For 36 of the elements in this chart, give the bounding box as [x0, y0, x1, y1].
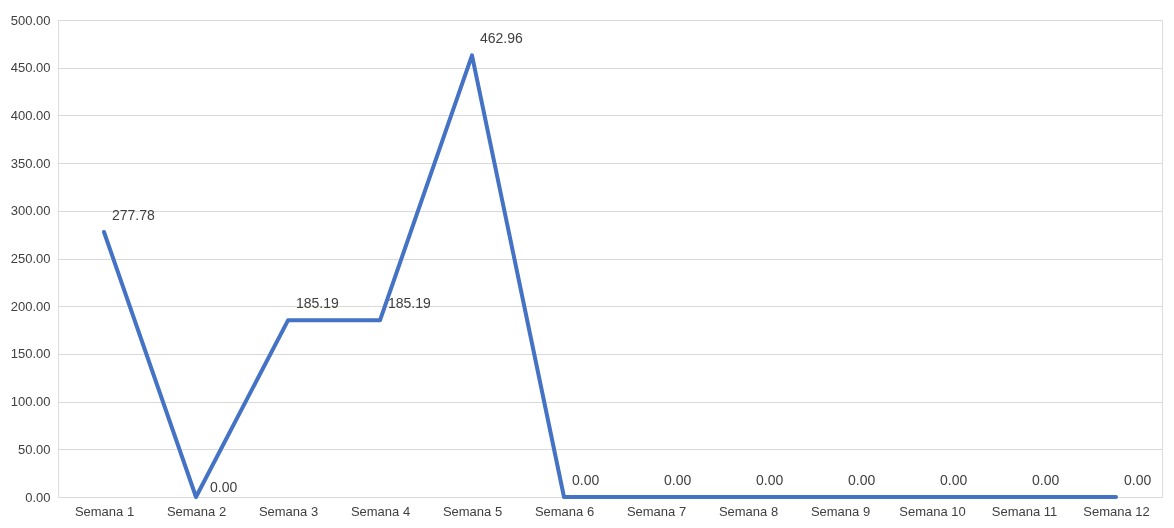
x-tick-label: Semana 2 — [166, 503, 227, 519]
data-label: 462.96 — [480, 30, 524, 47]
data-label: 0.00 — [210, 479, 238, 495]
line-series — [102, 53, 1118, 499]
y-tick-label: 250.00 — [10, 251, 51, 266]
x-tick-label: Semana 10 — [899, 503, 966, 519]
y-tick-label: 100.00 — [10, 394, 51, 410]
data-label: 0.00 — [572, 472, 600, 488]
y-tick-label: 350.00 — [10, 155, 51, 171]
y-tick-label: 50.00 — [17, 441, 51, 457]
data-label: 0.00 — [1032, 472, 1060, 488]
x-tick-label: Semana 3 — [258, 503, 319, 519]
data-label: 185.19 — [388, 295, 432, 312]
x-tick-label: Semana 12 — [1083, 503, 1150, 519]
y-tick-label: 450.00 — [10, 60, 51, 76]
data-label: 0.00 — [1124, 472, 1152, 488]
y-tick-label: 300.00 — [10, 203, 51, 219]
x-tick-label: Semana 4 — [350, 503, 411, 519]
y-tick-label: 0.00 — [25, 489, 51, 505]
x-tick-label: Semana 6 — [534, 503, 595, 519]
x-tick-label: Semana 8 — [718, 503, 779, 519]
x-tick-label: Semana 5 — [442, 503, 503, 519]
x-tick-label: Semana 7 — [626, 503, 687, 519]
data-label: 0.00 — [940, 472, 968, 488]
data-label: 0.00 — [848, 472, 876, 488]
data-label: 0.00 — [664, 472, 692, 488]
data-label: 0.00 — [756, 472, 784, 488]
y-tick-label: 400.00 — [10, 107, 51, 123]
x-tick-label: Semana 1 — [74, 503, 135, 519]
x-tick-label: Semana 11 — [991, 503, 1058, 519]
data-label: 277.78 — [112, 207, 156, 223]
y-tick-label: 150.00 — [10, 346, 51, 362]
x-tick-label: Semana 9 — [810, 503, 871, 519]
data-label: 185.19 — [296, 295, 340, 312]
y-tick-label: 200.00 — [10, 298, 51, 314]
y-tick-label: 500.00 — [10, 12, 51, 28]
